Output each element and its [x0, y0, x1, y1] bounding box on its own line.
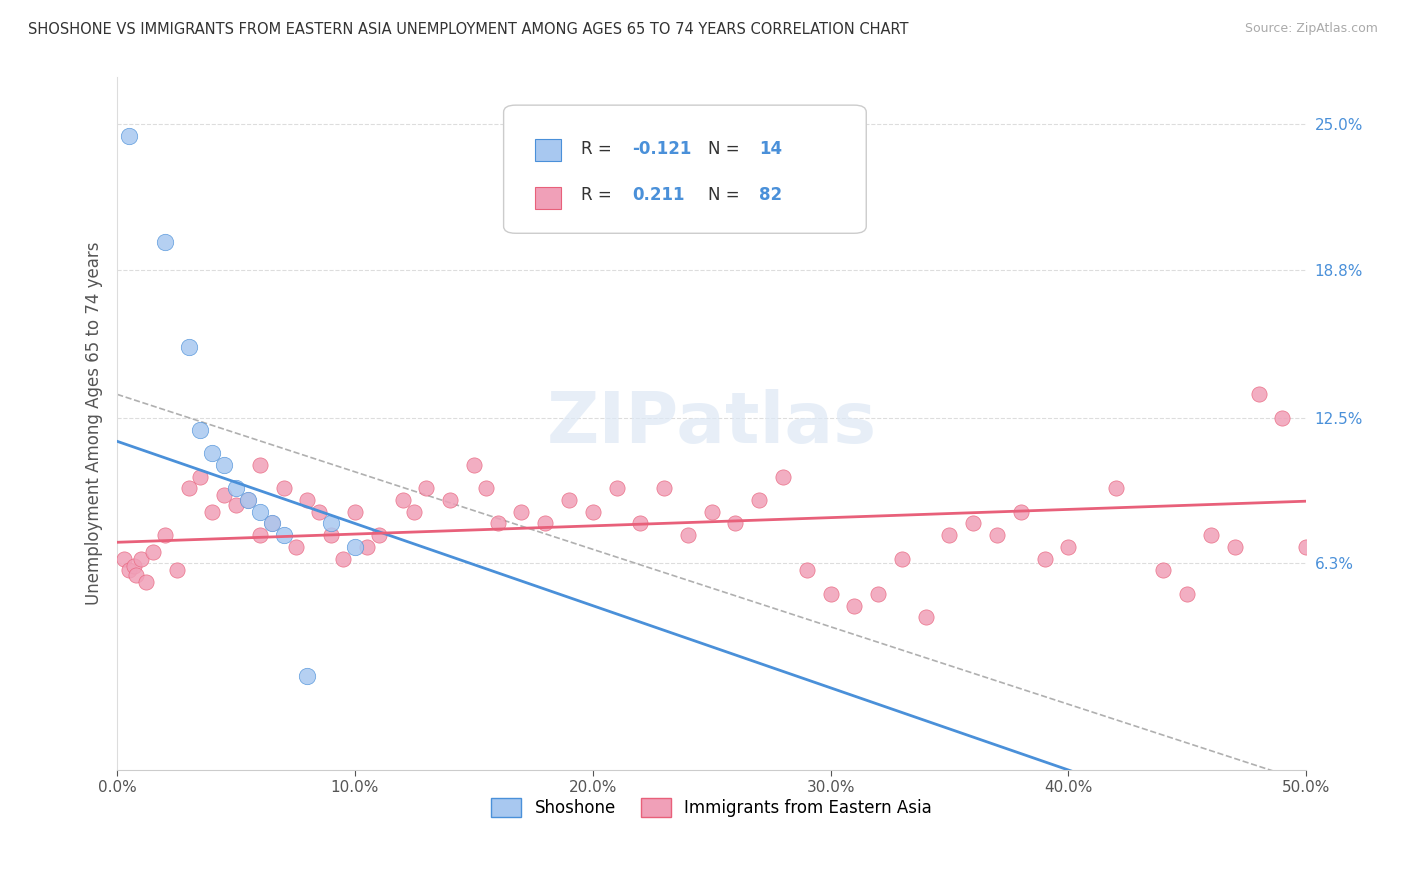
Point [177, 481, 200, 495]
Point [142, 544, 165, 558]
Point [356, 540, 378, 554]
Point [212, 488, 235, 502]
Point [273, 481, 295, 495]
Point [463, 458, 485, 472]
Point [486, 516, 509, 531]
Point [177, 340, 200, 354]
Text: ZIPatlas: ZIPatlas [547, 389, 877, 458]
Point [225, 498, 247, 512]
Point [439, 493, 461, 508]
Legend: Shoshone, Immigrants from Eastern Asia: Shoshone, Immigrants from Eastern Asia [485, 791, 939, 824]
Point [332, 551, 354, 566]
FancyBboxPatch shape [503, 105, 866, 234]
Text: -0.121: -0.121 [633, 140, 692, 158]
Point [1057, 540, 1080, 554]
Point [343, 505, 366, 519]
Point [700, 505, 723, 519]
Point [321, 516, 343, 531]
Point [122, 558, 145, 573]
Text: R =: R = [581, 186, 617, 204]
Point [1199, 528, 1222, 542]
Point [153, 235, 176, 249]
Point [391, 493, 413, 508]
Text: SHOSHONE VS IMMIGRANTS FROM EASTERN ASIA UNEMPLOYMENT AMONG AGES 65 TO 74 YEARS : SHOSHONE VS IMMIGRANTS FROM EASTERN ASIA… [28, 22, 908, 37]
Point [558, 493, 581, 508]
Point [1033, 551, 1056, 566]
Point [724, 516, 747, 531]
Point [118, 129, 141, 144]
Point [125, 568, 148, 582]
Point [249, 528, 271, 542]
Point [404, 505, 426, 519]
Point [260, 516, 283, 531]
Point [1295, 540, 1317, 554]
Point [129, 551, 152, 566]
Point [153, 528, 176, 542]
Point [190, 469, 212, 483]
Point [938, 528, 960, 542]
Point [118, 564, 141, 578]
Point [510, 505, 533, 519]
Point [367, 528, 389, 542]
Point [475, 481, 498, 495]
Y-axis label: Unemployment Among Ages 65 to 74 years: Unemployment Among Ages 65 to 74 years [86, 242, 103, 606]
Point [190, 423, 212, 437]
Point [236, 493, 259, 508]
Point [135, 575, 157, 590]
Point [606, 481, 628, 495]
Text: 14: 14 [759, 140, 782, 158]
Point [273, 528, 295, 542]
Point [1175, 587, 1198, 601]
Point [676, 528, 699, 542]
Point [236, 493, 259, 508]
Point [212, 458, 235, 472]
Point [415, 481, 437, 495]
Point [986, 528, 1008, 542]
Point [748, 493, 770, 508]
Point [343, 540, 366, 554]
Point [1153, 564, 1175, 578]
Point [308, 505, 330, 519]
Point [201, 446, 224, 460]
Point [962, 516, 984, 531]
Point [890, 551, 912, 566]
Point [1247, 387, 1270, 401]
Point [772, 469, 794, 483]
Point [249, 505, 271, 519]
Point [297, 493, 319, 508]
Point [914, 610, 936, 624]
Point [652, 481, 675, 495]
Text: R =: R = [581, 140, 617, 158]
Point [628, 516, 651, 531]
Point [868, 587, 890, 601]
Point [321, 528, 343, 542]
Text: 0.211: 0.211 [633, 186, 685, 204]
Bar [534, 139, 561, 161]
Point [201, 505, 224, 519]
Text: 82: 82 [759, 186, 782, 204]
Point [844, 599, 866, 613]
Point [1105, 481, 1128, 495]
Point [297, 669, 319, 683]
Point [796, 564, 818, 578]
Point [820, 587, 842, 601]
Point [582, 505, 605, 519]
Point [1223, 540, 1246, 554]
Bar [534, 187, 561, 210]
Point [534, 516, 557, 531]
Point [1271, 410, 1294, 425]
Point [284, 540, 307, 554]
Point [112, 551, 135, 566]
Text: N =: N = [709, 140, 745, 158]
Point [166, 564, 188, 578]
Point [225, 481, 247, 495]
Point [260, 516, 283, 531]
Point [1010, 505, 1032, 519]
Text: N =: N = [709, 186, 745, 204]
Point [249, 458, 271, 472]
Text: Source: ZipAtlas.com: Source: ZipAtlas.com [1244, 22, 1378, 36]
